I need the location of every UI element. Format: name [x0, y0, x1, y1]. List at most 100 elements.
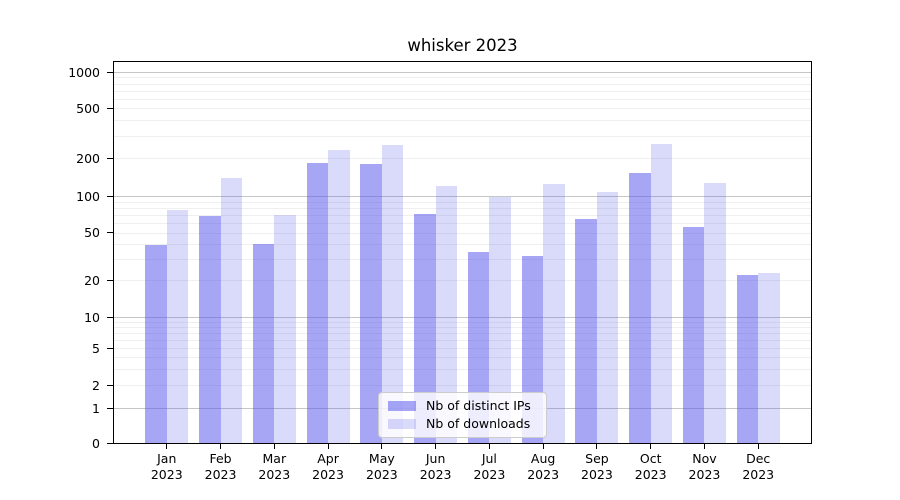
- legend-label-downloads: Nb of downloads: [426, 416, 531, 431]
- legend-label-distinct-ips: Nb of distinct IPs: [426, 398, 531, 413]
- bar-downloads-jul: [489, 196, 511, 443]
- x-tick-label-month: Nov: [692, 451, 717, 466]
- x-tick-mark-jun: [435, 444, 437, 449]
- gridline-minor-y-60: [114, 222, 811, 224]
- bar-downloads-may: [381, 144, 404, 443]
- y-tick-label-50: 50: [84, 225, 100, 240]
- x-tick-mark-oct: [650, 444, 652, 449]
- x-tick-mark-dec: [757, 444, 759, 449]
- bar-downloads-apr: [328, 149, 350, 443]
- y-tick-mark-20: [107, 279, 113, 281]
- x-tick-label-month: May: [368, 451, 395, 466]
- x-tick-label-month: Aug: [530, 451, 556, 466]
- gridline-major-y-1000: [114, 72, 811, 73]
- x-tick-label-year: 2023: [204, 466, 237, 482]
- x-tick-mark-jan: [166, 444, 168, 449]
- bar-downloads-aug: [543, 184, 565, 443]
- x-tick-label-year: 2023: [150, 466, 183, 482]
- x-tick-label-year: 2023: [258, 466, 291, 482]
- y-tick-label-100: 100: [76, 188, 100, 204]
- bar-downloads-mar: [274, 214, 296, 443]
- x-tick-label-year: 2023: [634, 466, 667, 482]
- chart-title: whisker 2023: [407, 36, 518, 55]
- gridline-minor-y-2: [114, 385, 811, 386]
- x-tick-label-year: 2023: [419, 466, 452, 482]
- bar-downloads-dec: [758, 272, 780, 443]
- x-tick-label-nov: Nov 2023: [672, 451, 736, 482]
- x-tick-mark-apr: [327, 444, 329, 449]
- gridline-minor-y-900: [114, 77, 811, 79]
- x-tick-label-month: Jun: [425, 451, 446, 466]
- y-tick-label-2: 2: [92, 377, 100, 393]
- x-tick-label-oct: Oct 2023: [619, 451, 683, 482]
- x-tick-mark-jul: [488, 444, 490, 449]
- x-tick-mark-nov: [703, 444, 705, 449]
- bar-distinct-ips-apr: [306, 163, 329, 443]
- y-tick-mark-200: [107, 157, 113, 159]
- y-tick-mark-5: [107, 347, 113, 349]
- gridline-major-y-100: [114, 196, 811, 197]
- gridline-minor-y-5: [114, 348, 811, 349]
- bar-distinct-ips-dec: [736, 275, 759, 443]
- x-tick-label-may: May 2023: [350, 451, 414, 482]
- bar-downloads-jun: [435, 186, 458, 443]
- x-tick-label-month: Feb: [209, 451, 232, 466]
- x-tick-mark-may: [381, 444, 383, 449]
- y-tick-label-10: 10: [84, 309, 100, 325]
- gridline-minor-y-90: [114, 201, 811, 203]
- bar-distinct-ips-oct: [629, 173, 651, 443]
- bar-downloads-jan: [166, 210, 189, 443]
- gridline-minor-y-800: [114, 83, 811, 85]
- x-tick-label-apr: Apr 2023: [296, 451, 360, 482]
- x-tick-label-dec: Dec 2023: [726, 451, 790, 482]
- y-tick-label-1: 1: [92, 400, 100, 416]
- gridline-minor-y-20: [114, 280, 811, 281]
- gridline-minor-y-9: [114, 321, 811, 323]
- gridline-minor-y-7: [114, 332, 811, 334]
- x-tick-label-sep: Sep 2023: [565, 451, 629, 482]
- gridline-minor-y-80: [114, 207, 811, 209]
- plot-area: [113, 61, 812, 444]
- x-tick-label-year: 2023: [473, 466, 506, 482]
- gridline-minor-y-40: [114, 244, 811, 246]
- x-tick-label-mar: Mar 2023: [242, 451, 306, 482]
- x-tick-label-year: 2023: [527, 466, 560, 482]
- bar-distinct-ips-feb: [199, 215, 221, 443]
- x-tick-label-jan: Jan 2023: [135, 451, 199, 482]
- bar-distinct-ips-nov: [682, 227, 705, 443]
- x-tick-mark-sep: [596, 444, 598, 449]
- x-tick-mark-mar: [273, 444, 275, 449]
- legend-row-distinct-ips: Nb of distinct IPs: [388, 399, 546, 413]
- x-tick-label-month: Jul: [481, 451, 497, 466]
- bar-distinct-ips-jan: [145, 245, 167, 443]
- y-tick-label-1000: 1000: [68, 64, 100, 80]
- bar-downloads-sep: [596, 192, 619, 443]
- y-tick-label-5: 5: [92, 340, 100, 356]
- x-tick-label-month: Apr: [317, 451, 339, 466]
- bar-distinct-ips-sep: [575, 218, 597, 443]
- x-tick-mark-feb: [220, 444, 222, 449]
- bar-downloads-oct: [650, 144, 673, 443]
- y-tick-mark-0: [107, 443, 113, 444]
- legend-row-downloads: Nb of downloads: [388, 417, 546, 431]
- y-tick-label-0: 0: [92, 436, 100, 451]
- x-tick-label-year: 2023: [742, 466, 775, 482]
- gridline-minor-y-6: [114, 339, 811, 341]
- x-tick-mark-aug: [542, 444, 544, 449]
- x-tick-label-feb: Feb 2023: [189, 451, 253, 482]
- x-tick-label-jun: Jun 2023: [404, 451, 468, 482]
- y-tick-mark-10: [107, 316, 113, 318]
- gridline-minor-y-3: [114, 368, 811, 370]
- gridline-minor-y-700: [114, 90, 811, 92]
- gridline-minor-y-500: [114, 108, 811, 109]
- bar-downloads-nov: [704, 182, 726, 443]
- x-tick-label-year: 2023: [365, 466, 398, 482]
- gridline-minor-y-30: [114, 258, 811, 260]
- legend-swatch-downloads: [388, 419, 416, 429]
- bar-downloads-feb: [220, 177, 243, 443]
- y-tick-mark-50: [107, 232, 113, 233]
- gridline-minor-y-300: [114, 135, 811, 137]
- y-tick-mark-2: [107, 384, 113, 386]
- y-tick-mark-100: [107, 195, 113, 197]
- bar-distinct-ips-may: [360, 163, 382, 443]
